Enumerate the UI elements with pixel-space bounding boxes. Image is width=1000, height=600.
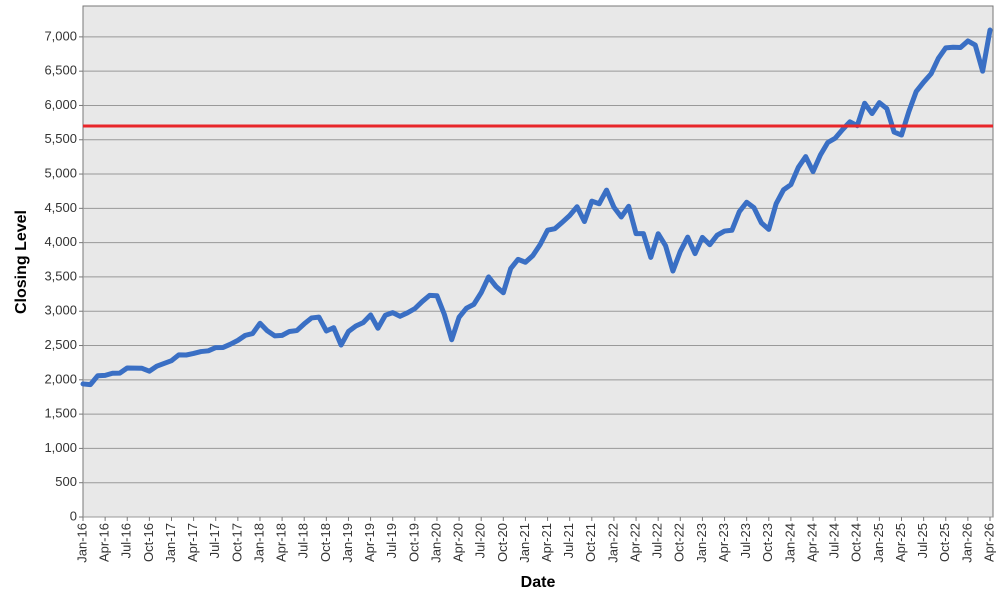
x-tick-label: Apr-25 (893, 523, 908, 562)
x-tick-label: Jan-18 (251, 523, 266, 563)
x-tick-label: Apr-23 (716, 523, 731, 562)
y-tick-label: 500 (55, 474, 77, 489)
data-line (80, 27, 993, 388)
x-tick-label: Apr-21 (539, 523, 554, 562)
x-tick-label: Apr-16 (97, 523, 112, 562)
x-tick-label: Apr-26 (981, 523, 996, 562)
x-tick-label: Oct-19 (406, 523, 421, 562)
x-tick-label: Jul-23 (738, 523, 753, 558)
plot-area (82, 5, 994, 518)
x-tick-label: Apr-24 (804, 523, 819, 562)
x-tick-label: Jul-20 (473, 523, 488, 558)
x-tick-label: Jul-25 (915, 523, 930, 558)
x-tick-label: Jan-26 (959, 523, 974, 563)
x-tick-label: Jan-20 (428, 523, 443, 563)
y-tick-label: 1,500 (44, 406, 77, 421)
x-tick-label: Jan-22 (605, 523, 620, 563)
y-tick-label: 2,500 (44, 337, 77, 352)
x-tick-label: Jul-18 (296, 523, 311, 558)
y-tick-label: 1,000 (44, 440, 77, 455)
y-tick-label: 3,500 (44, 268, 77, 283)
x-tick-label: Apr-20 (451, 523, 466, 562)
x-tick-label: Oct-17 (229, 523, 244, 562)
x-tick-label: Oct-25 (937, 523, 952, 562)
x-tick-label: Jan-25 (871, 523, 886, 563)
y-tick-label: 5,000 (44, 165, 77, 180)
x-tick-label: Jan-16 (74, 523, 89, 563)
x-tick-label: Jul-24 (827, 523, 842, 558)
x-tick-label: Oct-24 (849, 523, 864, 562)
x-tick-label: Jul-16 (119, 523, 134, 558)
x-tick-label: Oct-21 (583, 523, 598, 562)
y-tick-label: 3,000 (44, 303, 77, 318)
x-tick-label: Jan-23 (694, 523, 709, 563)
y-tick-label: 0 (70, 508, 77, 523)
x-tick-label: Jul-22 (650, 523, 665, 558)
x-tick-label: Oct-20 (495, 523, 510, 562)
x-tick-label: Jul-19 (384, 523, 399, 558)
y-axis-title: Closing Level (13, 210, 30, 314)
y-tick-label: 4,500 (44, 200, 77, 215)
x-tick-label: Jul-21 (561, 523, 576, 558)
x-tick-label: Jan-21 (517, 523, 532, 563)
x-tick-label: Apr-22 (627, 523, 642, 562)
y-tick-label: 6,000 (44, 97, 77, 112)
x-tick-label: Apr-19 (362, 523, 377, 562)
y-tick-label: 7,000 (44, 28, 77, 43)
y-tick-label: 2,000 (44, 371, 77, 386)
y-tick-label: 4,000 (44, 234, 77, 249)
x-tick-label: Apr-17 (185, 523, 200, 562)
x-tick-label: Jan-19 (340, 523, 355, 563)
x-tick-label: Jul-17 (207, 523, 222, 558)
x-axis-title: Date (521, 574, 556, 591)
x-tick-label: Jan-24 (782, 523, 797, 563)
x-tick-label: Apr-18 (274, 523, 289, 562)
x-tick-label: Oct-18 (318, 523, 333, 562)
y-tick-label: 6,500 (44, 63, 77, 78)
y-tick-label: 5,500 (44, 131, 77, 146)
x-tick-label: Jan-17 (163, 523, 178, 563)
x-tick-label: Oct-23 (760, 523, 775, 562)
x-tick-label: Oct-16 (141, 523, 156, 562)
x-tick-label: Oct-22 (672, 523, 687, 562)
